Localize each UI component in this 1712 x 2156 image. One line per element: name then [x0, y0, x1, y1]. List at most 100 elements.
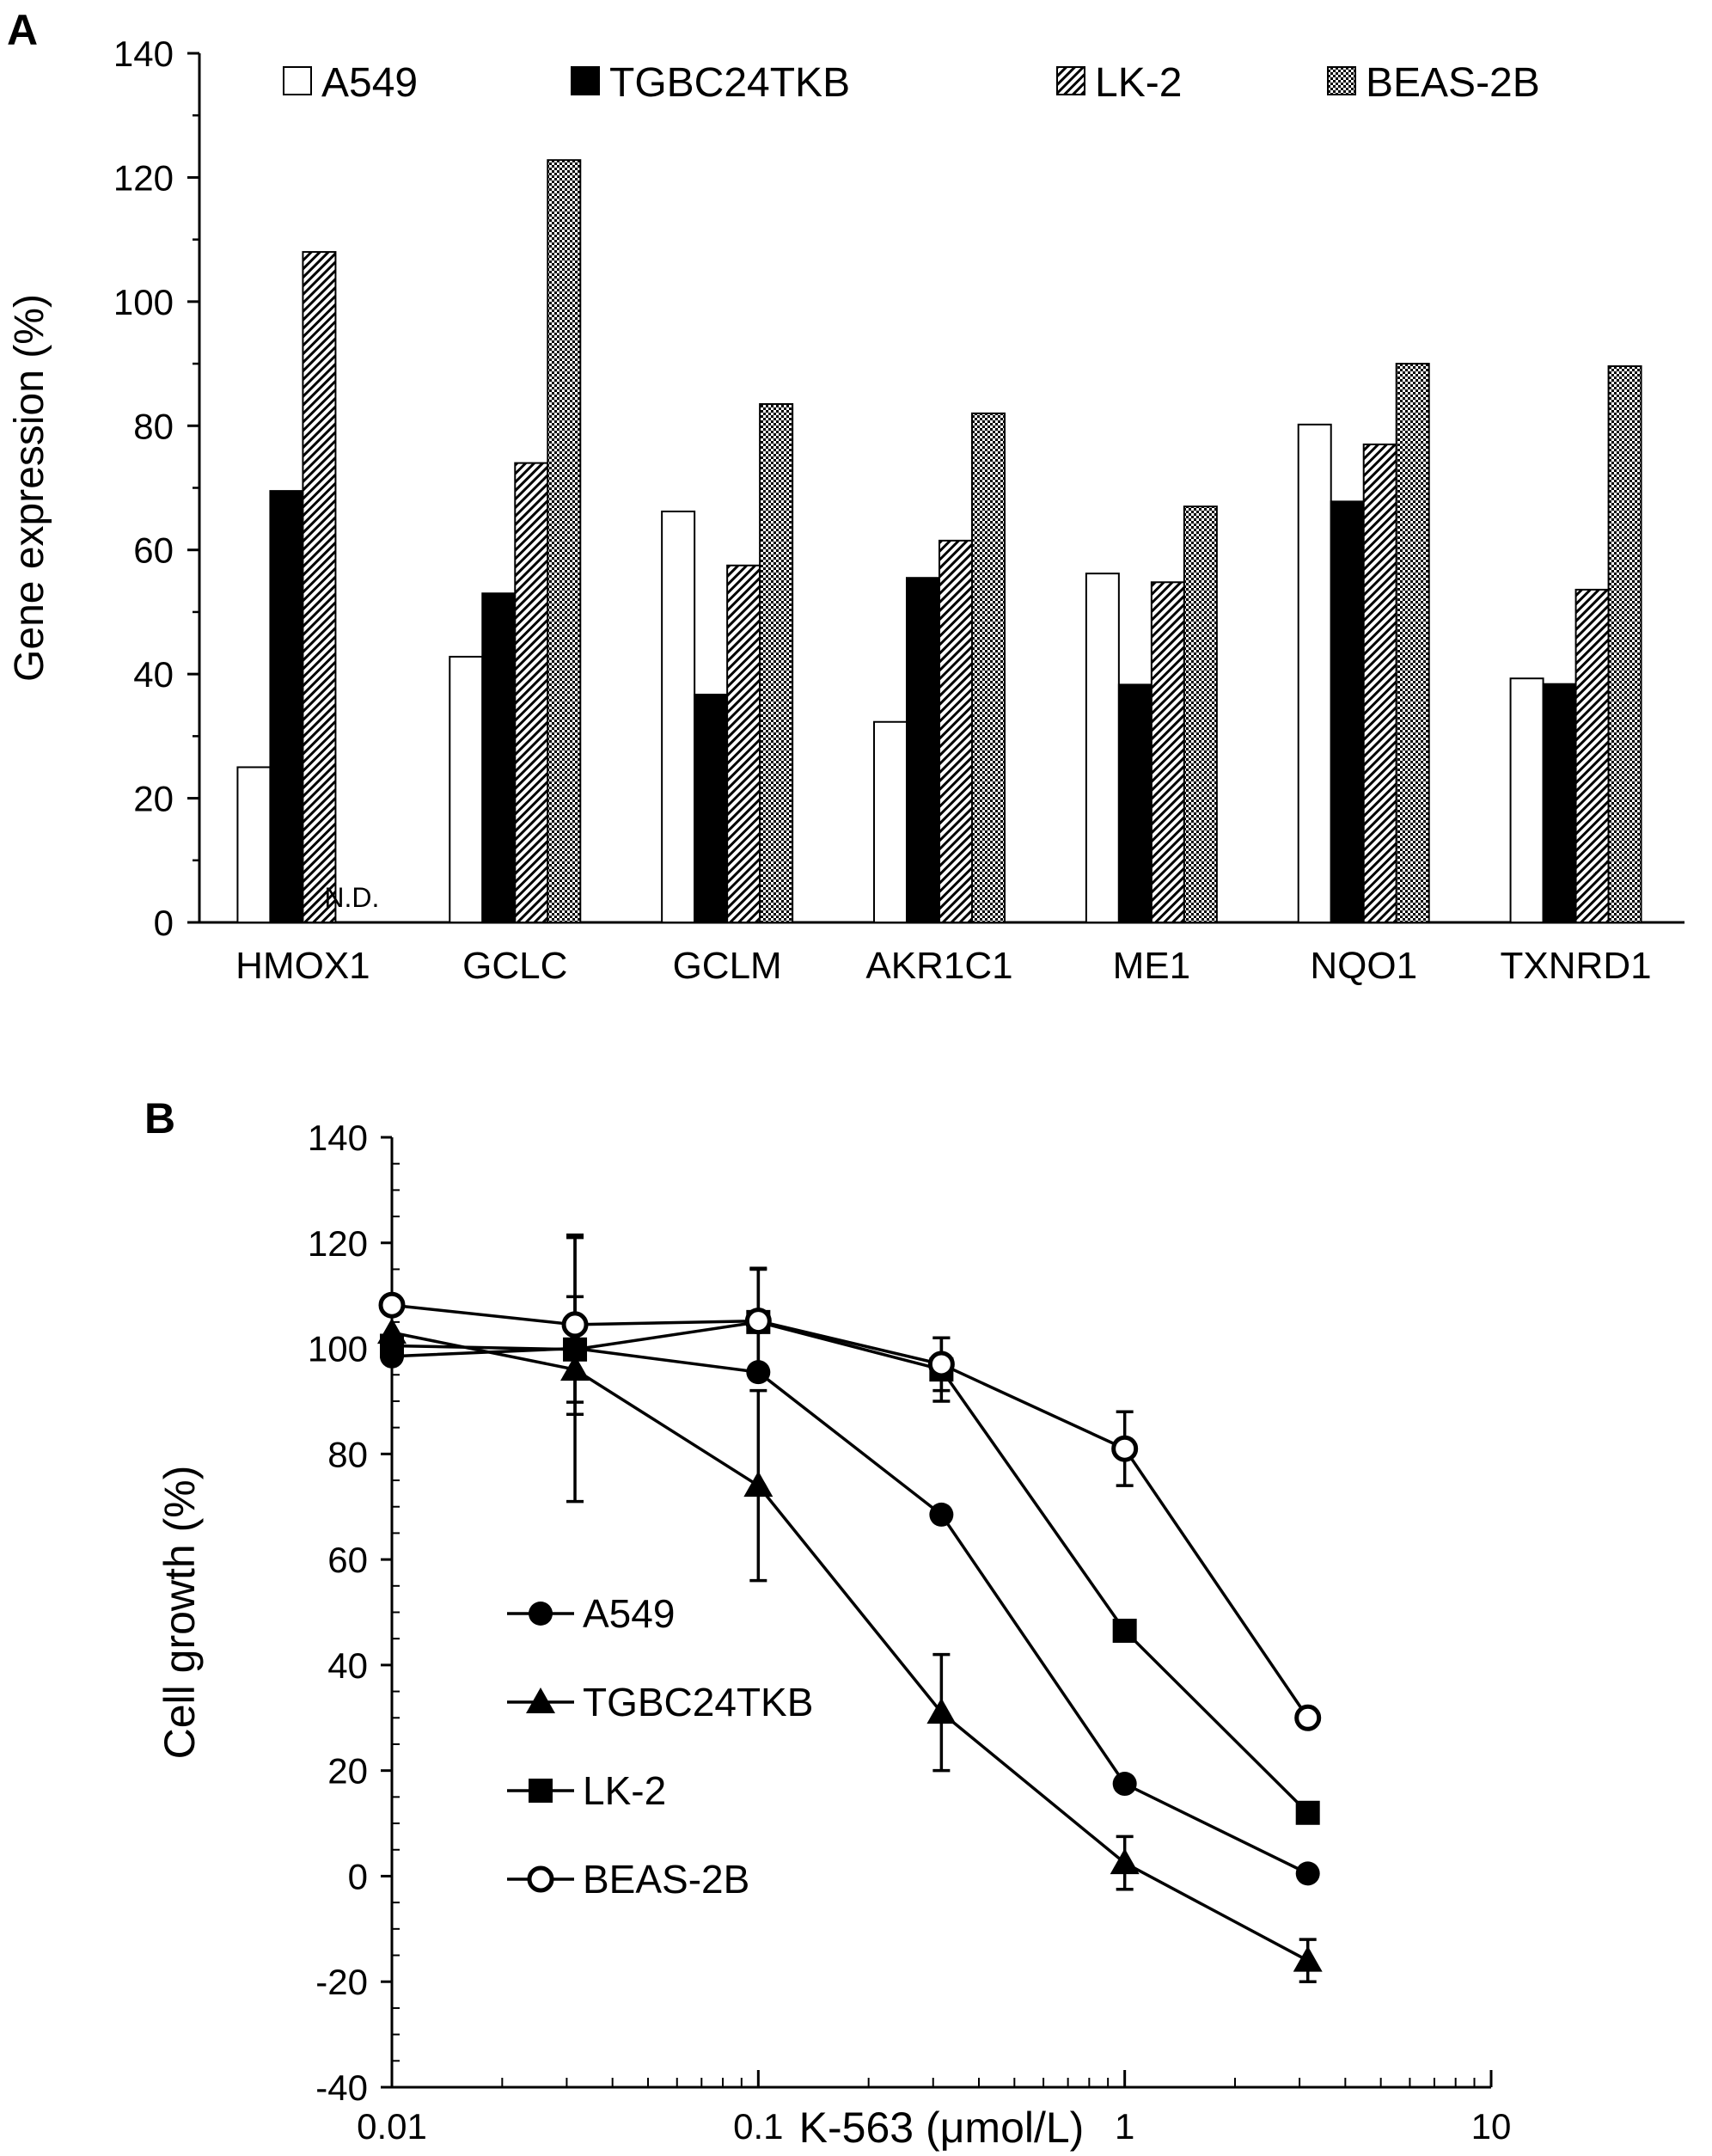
bar-a549-nqo1	[1297, 423, 1332, 923]
y-tick-label: 120	[113, 157, 174, 198]
series-line-tgbc24tkb	[391, 1331, 1309, 1963]
bar-a549-akr1c1	[873, 720, 908, 923]
legend-label-tgbc24tkb: TGBC24TKB	[609, 60, 850, 106]
y-tick-label: -20	[315, 1962, 368, 2002]
series-line-lk-2	[391, 1320, 1309, 1815]
x-tick-label: GCLC	[462, 945, 567, 987]
y-tick-label: 20	[133, 779, 174, 819]
bar-beas-2b-akr1c1	[971, 412, 1006, 924]
y-tick-label: 40	[327, 1645, 368, 1686]
y-axis-title: Gene expression (%)	[7, 294, 52, 682]
y-tick-label: 60	[133, 530, 174, 571]
bar-a549-gclc	[449, 655, 484, 923]
y-tick-label: 0	[154, 903, 174, 943]
y-tick-label: -40	[315, 2067, 368, 2108]
x-tick-label: NQO1	[1310, 945, 1417, 987]
point-tgbc24tkb	[1110, 1848, 1140, 1875]
bar-tgbc24tkb-txnrd1	[1542, 683, 1577, 923]
bar-tgbc24tkb-me1	[1117, 683, 1153, 924]
y-tick-label: 120	[308, 1223, 368, 1264]
panel-a-label: A	[7, 6, 38, 54]
x-tick-label: 10	[1471, 2106, 1512, 2147]
bar-beas-2b-me1	[1183, 505, 1218, 924]
y-tick-label: 100	[113, 282, 174, 322]
legend-label-lk-2: LK-2	[1095, 60, 1182, 106]
legend-marker-tgbc24tkb	[526, 1687, 555, 1713]
point-lk-2	[1295, 1800, 1320, 1825]
bar-a549-txnrd1	[1509, 677, 1544, 924]
bar-tgbc24tkb-gclm	[694, 693, 729, 923]
bar-tgbc24tkb-gclc	[481, 592, 517, 923]
x-tick-label: 0.01	[357, 2106, 427, 2147]
legend-swatch-beas-2b	[1327, 66, 1356, 95]
legend-swatch-lk-2	[1056, 66, 1085, 95]
bar-beas-2b-nqo1	[1395, 363, 1430, 924]
series-beas-2b	[378, 1233, 1322, 1731]
x-tick-label: 1	[1115, 2106, 1134, 2147]
y-tick-label: 140	[308, 1118, 368, 1158]
y-tick-label: 140	[113, 34, 174, 74]
point-beas-2b	[1111, 1435, 1139, 1462]
x-axis-title: K-563 (μmol/L)	[799, 2104, 1085, 2152]
point-beas-2b	[927, 1351, 955, 1378]
bar-lk-2-gclm	[726, 564, 761, 924]
point-lk-2	[380, 1333, 404, 1358]
legend-label-beas-2b: BEAS-2B	[583, 1857, 749, 1902]
y-tick-label: 20	[327, 1751, 368, 1792]
legend-label-tgbc24tkb: TGBC24TKB	[583, 1680, 813, 1724]
point-tgbc24tkb	[743, 1471, 773, 1498]
bar-beas-2b-gclc	[547, 159, 582, 924]
legend-swatch-tgbc24tkb	[571, 66, 600, 95]
x-tick-label: GCLM	[673, 945, 782, 987]
series-line-beas-2b	[391, 1303, 1310, 1719]
y-axis-title: Cell growth (%)	[156, 1466, 204, 1760]
y-tick-label: 40	[133, 654, 174, 695]
nd-annotation: N.D.	[324, 882, 379, 913]
y-tick-label: 0	[348, 1856, 368, 1896]
point-tgbc24tkb	[926, 1698, 957, 1724]
legend-marker-a549	[529, 1602, 553, 1626]
point-beas-2b	[744, 1308, 772, 1335]
series-a549	[380, 1336, 1320, 1886]
x-tick-label: AKR1C1	[865, 945, 1012, 987]
point-a549	[1295, 1861, 1320, 1886]
legend-label-lk-2: LK-2	[583, 1768, 666, 1813]
legend-swatch-a549	[283, 66, 312, 95]
bar-beas-2b-txnrd1	[1607, 364, 1642, 923]
x-tick-label: 0.1	[733, 2106, 783, 2147]
bar-tgbc24tkb-nqo1	[1330, 500, 1365, 923]
point-beas-2b	[378, 1291, 406, 1319]
legend-label-beas-2b: BEAS-2B	[1366, 60, 1540, 106]
point-lk-2	[1112, 1618, 1137, 1643]
x-tick-label: ME1	[1113, 945, 1190, 987]
series-tgbc24tkb	[377, 1235, 1323, 1983]
point-a549	[929, 1502, 954, 1527]
bar-tgbc24tkb-akr1c1	[906, 577, 940, 923]
bar-lk-2-nqo1	[1362, 443, 1397, 923]
y-tick-label: 80	[133, 406, 174, 446]
bar-a549-gclm	[661, 510, 696, 923]
y-tick-label: 80	[327, 1434, 368, 1474]
legend-label-a549: A549	[321, 60, 418, 106]
x-tick-label: HMOX1	[235, 945, 370, 987]
line-chart-panel-b: -40 -20 0 20 40 60 80 100 120 140 0.01 0.1 1 10 Cell g…	[156, 1118, 1511, 2152]
point-beas-2b	[1294, 1704, 1322, 1731]
bar-a549-hmox1	[236, 766, 272, 924]
point-beas-2b	[561, 1311, 589, 1338]
legend-label-a549: A549	[583, 1591, 675, 1636]
bar-a549-me1	[1085, 573, 1120, 923]
legend-marker-beas-2b	[527, 1865, 554, 1893]
panel-b-label: B	[144, 1094, 175, 1142]
bar-lk-2-akr1c1	[939, 539, 973, 923]
y-tick-label: 60	[327, 1540, 368, 1580]
bar-lk-2-hmox1	[302, 251, 337, 924]
bar-lk-2-me1	[1150, 581, 1185, 923]
bar-chart-panel-a: 0 20 40 60 80 100 120 140 Gene expression (%) HMO…	[7, 34, 1684, 987]
x-tick-label: TXNRD1	[1501, 945, 1652, 987]
point-a549	[1112, 1772, 1137, 1797]
point-tgbc24tkb	[1293, 1945, 1323, 1972]
bar-lk-2-gclc	[514, 462, 549, 923]
bar-beas-2b-gclm	[759, 403, 794, 923]
y-tick-label: 100	[308, 1329, 368, 1369]
